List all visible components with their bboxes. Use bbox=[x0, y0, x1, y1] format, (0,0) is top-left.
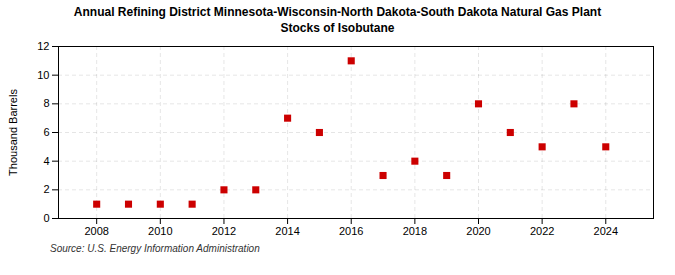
svg-text:2014: 2014 bbox=[275, 225, 299, 237]
svg-text:Thousand Barrels: Thousand Barrels bbox=[7, 89, 19, 176]
svg-text:2010: 2010 bbox=[148, 225, 172, 237]
html-text:Source: U.S. Energy Informatio: Source: U.S. Energy Information Administ… bbox=[50, 243, 260, 254]
svg-text:12: 12 bbox=[37, 40, 49, 52]
html-text:Stocks of Isobutane: Stocks of Isobutane bbox=[280, 21, 395, 35]
svg-text:2022: 2022 bbox=[530, 225, 554, 237]
html-text:Annual Refining District Minne: Annual Refining District Minnesota-Wisco… bbox=[73, 5, 602, 19]
svg-text:2024: 2024 bbox=[594, 225, 618, 237]
svg-text:2016: 2016 bbox=[339, 225, 363, 237]
svg-text:10: 10 bbox=[37, 69, 49, 81]
svg-text:8: 8 bbox=[43, 97, 49, 109]
svg-text:0: 0 bbox=[43, 212, 49, 224]
svg-text:2008: 2008 bbox=[84, 225, 108, 237]
svg-text:2012: 2012 bbox=[212, 225, 236, 237]
svg-text:2018: 2018 bbox=[403, 225, 427, 237]
svg-text:2: 2 bbox=[43, 183, 49, 195]
svg-text:6: 6 bbox=[43, 126, 49, 138]
svg-text:2020: 2020 bbox=[466, 225, 490, 237]
svg-text:4: 4 bbox=[43, 155, 49, 167]
